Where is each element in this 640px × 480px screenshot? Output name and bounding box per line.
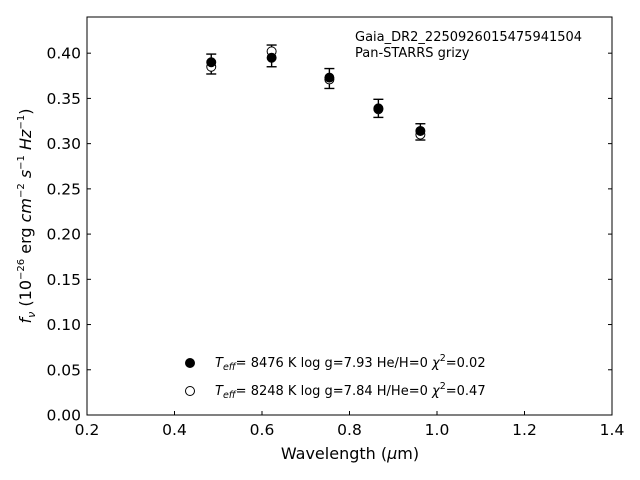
x-tick-label: 0.4 <box>162 421 187 439</box>
annotation-survey: Pan-STARRS grizy <box>355 46 470 61</box>
x-tick-label: 0.8 <box>337 421 362 439</box>
x-tick-label: 1.0 <box>425 421 450 439</box>
y-axis-label: fν (10−26 erg cm−2 s−1 Hz−1) <box>16 109 38 324</box>
x-tick-label: 1.4 <box>600 421 625 439</box>
legend-label-1: Teff= 8476 K log g=7.93 He/H=0 χ2=0.02 <box>215 353 486 373</box>
x-tick-label: 0.6 <box>250 421 275 439</box>
legend-label-2: Teff= 8248 K log g=7.84 H/He=0 χ2=0.47 <box>215 381 486 401</box>
y-tick-label: 0.00 <box>46 407 81 425</box>
x-tick-label: 0.2 <box>75 421 100 439</box>
y-tick-label: 0.35 <box>46 90 81 108</box>
model-point-filled <box>373 103 384 114</box>
x-axis: 0.2 0.4 0.6 0.8 1.0 1.2 1.4 <box>75 411 625 439</box>
x-tick-label: 1.2 <box>512 421 537 439</box>
y-axis: 0.00 0.05 0.10 0.15 0.20 0.25 0.30 0.35 0.40 <box>46 45 612 425</box>
data-points <box>206 46 426 140</box>
annotation-object-id: Gaia_DR2_2250926015475941504 <box>355 30 582 45</box>
y-tick-label: 0.30 <box>46 135 81 153</box>
plot-area <box>86 16 613 416</box>
y-tick-label: 0.05 <box>46 361 81 379</box>
legend: Teff= 8476 K log g=7.93 He/H=0 χ2=0.02 T… <box>185 353 486 401</box>
model-point-filled <box>415 125 426 136</box>
y-tick-label: 0.15 <box>46 271 81 289</box>
y-tick-label: 0.20 <box>46 226 81 244</box>
legend-marker-open <box>185 386 195 396</box>
model-point-filled <box>266 52 277 63</box>
model-point-filled <box>324 72 335 83</box>
legend-marker-filled <box>185 358 195 368</box>
y-tick-label: 0.40 <box>46 45 81 63</box>
y-tick-label: 0.25 <box>46 180 81 198</box>
x-axis-label: Wavelength (μm) <box>281 444 419 463</box>
y-tick-label: 0.10 <box>46 316 81 334</box>
model-point-filled <box>206 57 217 68</box>
